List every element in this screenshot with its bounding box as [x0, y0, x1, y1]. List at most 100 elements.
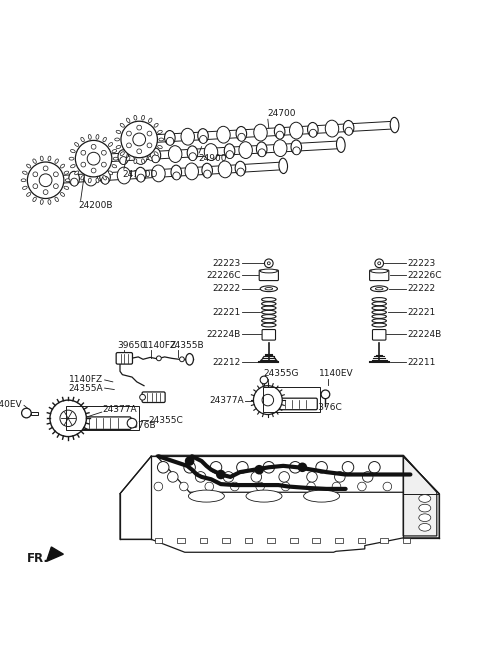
Text: 22222: 22222	[213, 284, 241, 293]
Text: 24900: 24900	[198, 154, 227, 163]
Circle shape	[147, 143, 152, 148]
Circle shape	[216, 470, 226, 479]
Bar	[335, 538, 343, 543]
Ellipse shape	[152, 155, 159, 163]
Circle shape	[33, 172, 38, 176]
Polygon shape	[156, 455, 437, 492]
Ellipse shape	[204, 170, 211, 178]
Circle shape	[157, 461, 169, 473]
Ellipse shape	[81, 176, 84, 180]
Ellipse shape	[103, 137, 107, 141]
Ellipse shape	[116, 130, 121, 134]
Ellipse shape	[120, 157, 127, 165]
Bar	[177, 538, 185, 543]
Ellipse shape	[154, 124, 158, 127]
Ellipse shape	[26, 192, 31, 196]
Circle shape	[127, 143, 132, 148]
Ellipse shape	[168, 145, 182, 163]
Ellipse shape	[256, 142, 267, 157]
Circle shape	[289, 461, 301, 473]
Bar	[380, 538, 388, 543]
Ellipse shape	[120, 152, 124, 155]
Ellipse shape	[69, 157, 74, 160]
Circle shape	[101, 150, 106, 155]
Ellipse shape	[60, 164, 65, 168]
Circle shape	[279, 471, 289, 482]
Ellipse shape	[258, 149, 265, 157]
Ellipse shape	[88, 178, 91, 183]
Ellipse shape	[371, 269, 388, 273]
Ellipse shape	[23, 171, 27, 175]
Circle shape	[87, 152, 100, 165]
Text: 22211: 22211	[407, 358, 435, 367]
Ellipse shape	[88, 135, 91, 139]
Text: 24377A: 24377A	[209, 395, 244, 405]
Circle shape	[205, 482, 214, 491]
Text: 24355G: 24355G	[263, 369, 299, 379]
Ellipse shape	[157, 130, 162, 134]
Ellipse shape	[276, 131, 284, 139]
Ellipse shape	[148, 118, 152, 122]
Text: 24355B: 24355B	[169, 340, 204, 350]
Ellipse shape	[173, 172, 180, 180]
Circle shape	[321, 390, 330, 399]
Ellipse shape	[308, 122, 318, 137]
FancyBboxPatch shape	[278, 398, 317, 410]
Circle shape	[168, 471, 178, 482]
Ellipse shape	[254, 124, 267, 141]
Bar	[155, 538, 162, 543]
Ellipse shape	[74, 143, 79, 146]
Bar	[31, 412, 38, 414]
Circle shape	[307, 471, 317, 482]
Ellipse shape	[40, 156, 43, 161]
Circle shape	[147, 131, 152, 136]
Ellipse shape	[260, 286, 277, 292]
FancyBboxPatch shape	[262, 330, 276, 340]
Circle shape	[185, 456, 194, 466]
Ellipse shape	[289, 122, 303, 139]
Ellipse shape	[375, 288, 383, 290]
Ellipse shape	[275, 124, 285, 139]
Polygon shape	[47, 547, 63, 561]
Text: 24700: 24700	[268, 109, 296, 118]
Ellipse shape	[48, 156, 51, 161]
Bar	[222, 538, 230, 543]
Circle shape	[223, 471, 234, 482]
FancyBboxPatch shape	[116, 352, 132, 364]
Ellipse shape	[390, 118, 399, 133]
Ellipse shape	[71, 149, 75, 153]
Circle shape	[22, 408, 31, 418]
Text: 39650: 39650	[118, 340, 146, 350]
Ellipse shape	[55, 159, 59, 163]
Ellipse shape	[188, 490, 225, 502]
Circle shape	[43, 166, 48, 171]
Ellipse shape	[171, 165, 181, 180]
Circle shape	[39, 174, 52, 186]
Ellipse shape	[137, 174, 144, 182]
Ellipse shape	[81, 137, 84, 141]
Ellipse shape	[198, 129, 208, 143]
Ellipse shape	[371, 286, 388, 292]
Ellipse shape	[64, 186, 69, 190]
Circle shape	[195, 471, 206, 482]
Circle shape	[184, 461, 195, 473]
Circle shape	[156, 356, 161, 361]
Circle shape	[127, 131, 132, 136]
Ellipse shape	[64, 171, 69, 175]
Text: 22223: 22223	[213, 259, 241, 268]
Text: FR.: FR.	[26, 552, 48, 565]
Text: 1140FZ: 1140FZ	[143, 340, 177, 350]
Circle shape	[154, 482, 163, 491]
Text: 24100D: 24100D	[122, 170, 158, 179]
Circle shape	[91, 168, 96, 173]
Circle shape	[43, 190, 48, 194]
Bar	[312, 538, 320, 543]
Text: 22224B: 22224B	[407, 330, 441, 339]
Circle shape	[137, 149, 142, 154]
FancyBboxPatch shape	[372, 330, 386, 340]
Ellipse shape	[134, 115, 137, 120]
Ellipse shape	[154, 152, 158, 155]
Circle shape	[50, 400, 86, 436]
Circle shape	[180, 357, 184, 362]
Ellipse shape	[142, 159, 144, 163]
